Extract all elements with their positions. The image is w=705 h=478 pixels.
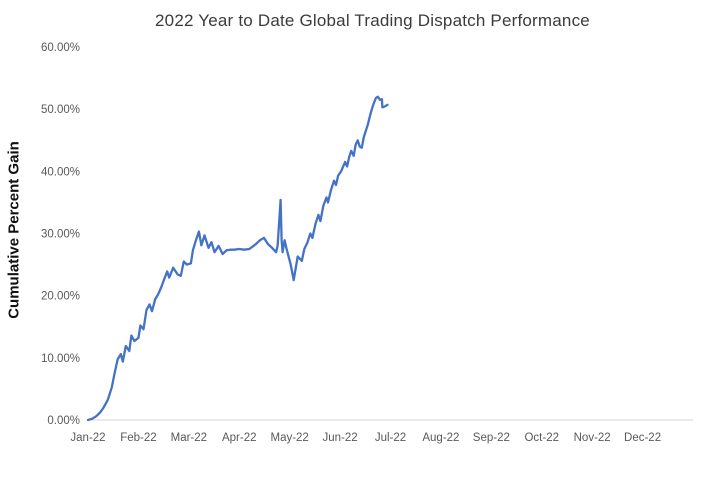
x-tick-label: Jul-22 [375,432,406,444]
x-tick-label: Aug-22 [422,432,459,444]
y-tick-label: 40.00% [41,166,80,178]
x-tick-label: Jan-22 [70,432,105,444]
chart-title: 2022 Year to Date Global Trading Dispatc… [155,11,590,30]
y-tick-label: 0.00% [47,415,80,427]
x-tick-label: May-22 [270,432,308,444]
y-tick-label: 30.00% [41,229,80,241]
x-tick-label: Sep-22 [473,432,510,444]
performance-line [86,95,389,422]
y-tick-label: 60.00% [41,42,80,54]
x-tick-label: Jun-22 [322,432,357,444]
x-tick-label: Mar-22 [171,432,207,444]
x-tick-label: Oct-22 [524,432,559,444]
x-tick-label: Apr-22 [222,432,257,444]
y-tick-label: 10.00% [41,353,80,365]
y-tick-label: 50.00% [41,104,80,116]
x-tick-label: Feb-22 [120,432,156,444]
x-tick-label: Nov-22 [574,432,611,444]
x-tick-label: Dec-22 [624,432,661,444]
y-tick-label: 20.00% [41,291,80,303]
